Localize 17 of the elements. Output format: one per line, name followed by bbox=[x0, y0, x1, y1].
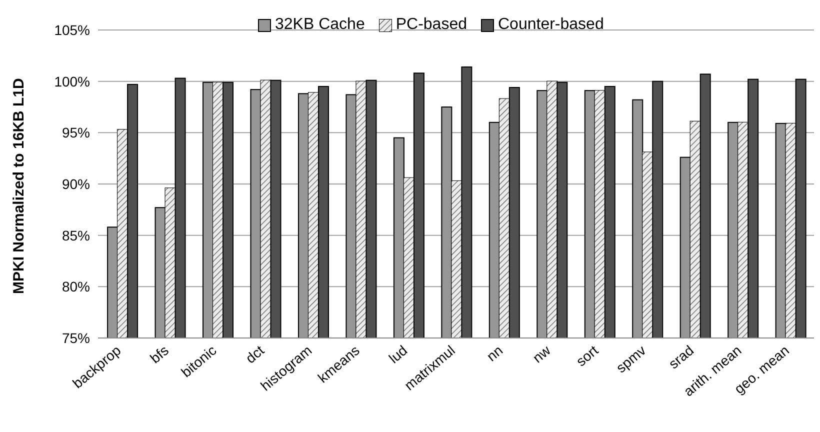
x-tick-label: sort bbox=[572, 342, 602, 370]
y-tick-label: 90% bbox=[62, 176, 90, 192]
x-tick-label: nn bbox=[483, 342, 506, 364]
x-tick-label: nw bbox=[529, 341, 554, 366]
y-axis-title: MPKI Normalized to 16KB L1D bbox=[10, 78, 28, 294]
legend-label: Counter-based bbox=[498, 16, 604, 34]
y-tick-label: 105% bbox=[54, 22, 90, 38]
y-tick-label: 85% bbox=[62, 227, 90, 244]
legend-label: PC-based bbox=[396, 16, 467, 34]
y-tick-label: 75% bbox=[62, 330, 90, 346]
legend-label: 32KB Cache bbox=[275, 16, 365, 34]
y-tick-label: 95% bbox=[62, 124, 90, 141]
y-tick-label: 100% bbox=[54, 73, 90, 90]
x-tick-label: bfs bbox=[146, 342, 172, 366]
x-tick-label: srad bbox=[665, 342, 697, 372]
y-tick-label: 80% bbox=[62, 278, 90, 295]
x-tick-label: lud bbox=[386, 342, 410, 366]
